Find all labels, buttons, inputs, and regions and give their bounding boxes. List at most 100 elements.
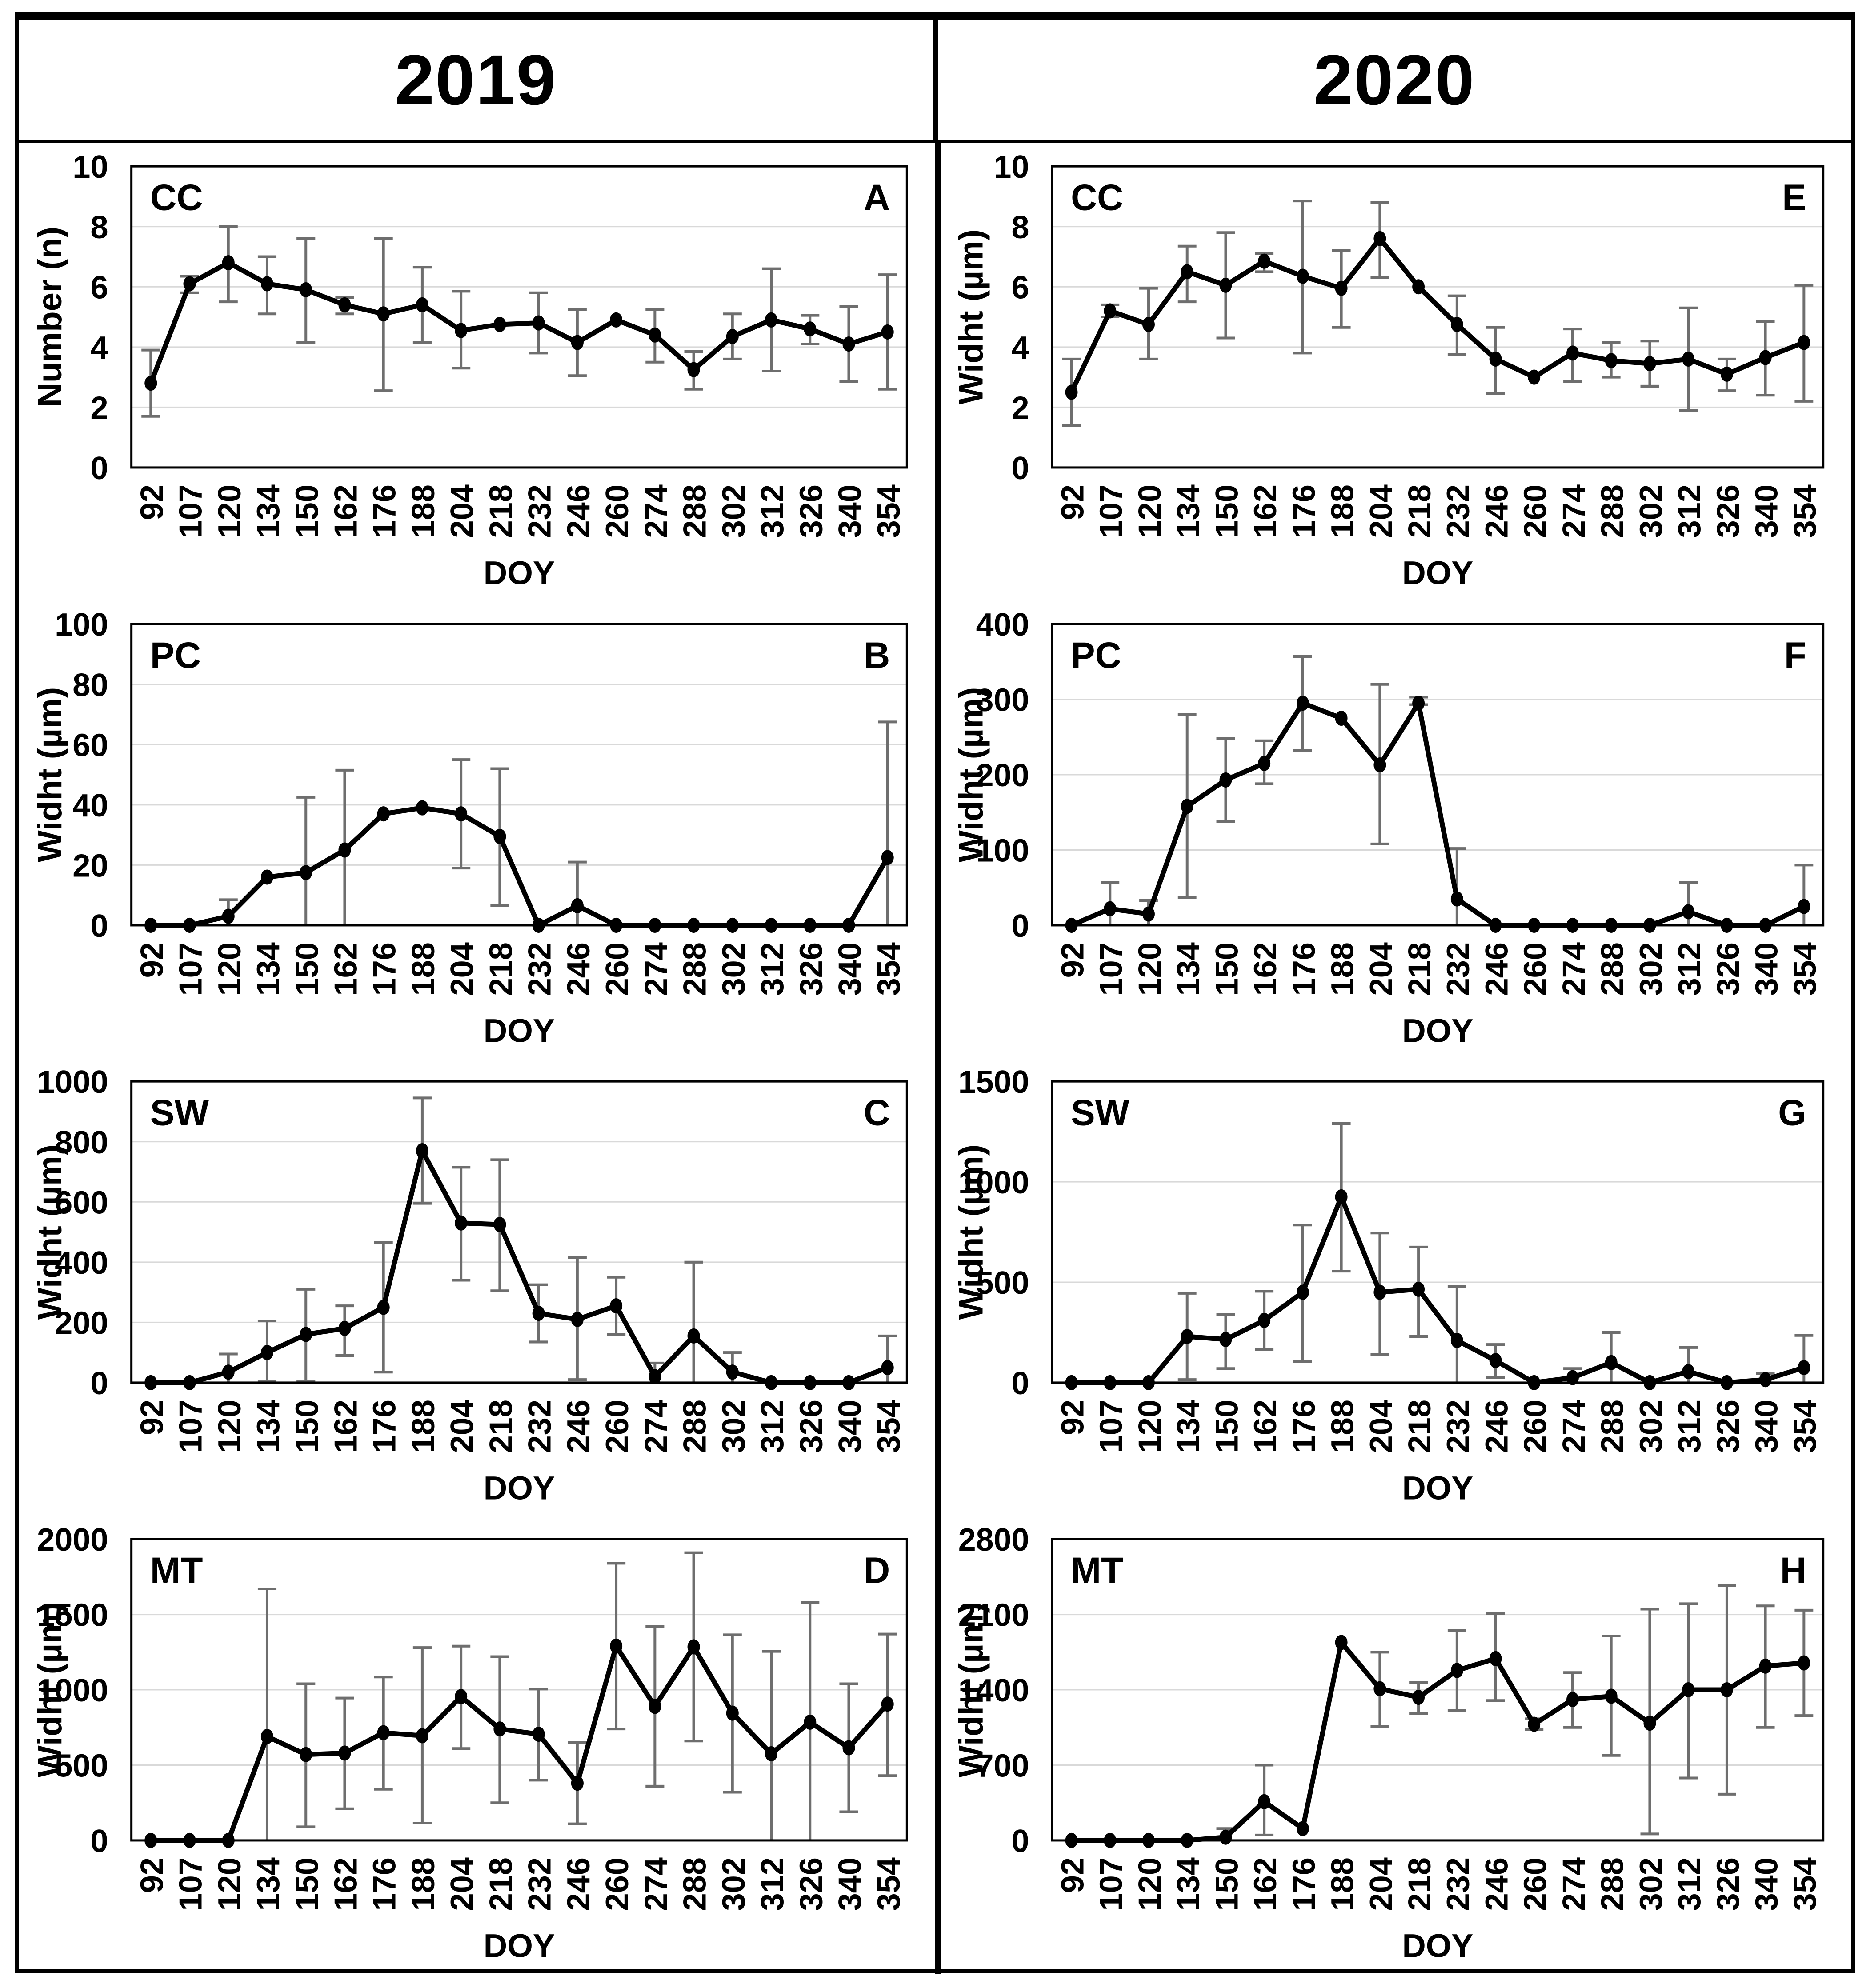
markers xyxy=(1065,231,1810,400)
x-tick-label: 288 xyxy=(1594,1857,1630,1911)
x-tick-label: 326 xyxy=(1710,1857,1746,1911)
y-tick-label: 2 xyxy=(1011,390,1029,426)
group-label: CC xyxy=(1071,177,1123,218)
x-tick-label: 232 xyxy=(522,1400,558,1453)
x-tick-label: 288 xyxy=(677,484,713,538)
x-tick-label: 246 xyxy=(561,484,597,538)
x-tick-label: 134 xyxy=(251,942,286,996)
data-line xyxy=(1069,1194,1806,1385)
y-tick-label: 0 xyxy=(90,908,108,944)
chart-panel-G: 0 500 1000 1500 Widht (µm) 92 107 120 134 150 162 1… xyxy=(935,1058,1851,1516)
x-tick-label: 340 xyxy=(1749,942,1784,996)
x-tick-labels: 92 107 120 134 150 162 176 188 204 218 232 246 260 27… xyxy=(1055,484,1823,538)
x-tick-label: 204 xyxy=(444,1857,480,1911)
header-row: 2019 2020 xyxy=(19,20,1851,143)
x-tick-label: 312 xyxy=(1672,484,1707,538)
chart-panel-A: 0 2 4 6 8 10 Number (n) 92 107 120 134 150 162 176 188… xyxy=(19,143,935,601)
x-tick-label: 274 xyxy=(638,484,674,538)
x-tick-label: 92 xyxy=(1055,942,1090,978)
x-tick-label: 188 xyxy=(1325,1857,1360,1911)
x-tick-label: 288 xyxy=(1594,942,1630,996)
x-tick-label: 354 xyxy=(871,1857,907,1911)
x-tick-label: 120 xyxy=(1132,484,1168,538)
gridlines xyxy=(1052,698,1823,851)
x-tick-label: 107 xyxy=(173,1400,209,1453)
x-tick-label: 162 xyxy=(1248,942,1283,996)
x-tick-label: 176 xyxy=(1286,1857,1322,1911)
x-tick-label: 218 xyxy=(483,942,519,996)
group-label: PC xyxy=(150,635,201,676)
x-tick-label: 260 xyxy=(600,942,635,996)
y-axis-title: Widht (µm) xyxy=(952,1144,990,1320)
x-tick-label: 302 xyxy=(716,484,752,538)
x-tick-label: 260 xyxy=(1518,1857,1553,1911)
chart-panel-F: 0 100 200 300 400 Widht (µm) 92 107 120 134 150 162… xyxy=(935,600,1851,1059)
x-tick-label: 120 xyxy=(1132,1400,1168,1453)
y-tick-label: 2 xyxy=(90,390,108,426)
x-tick-label: 260 xyxy=(600,1857,635,1911)
panel-letter: G xyxy=(1778,1093,1806,1133)
y-axis-title: Number (n) xyxy=(31,227,69,407)
x-tick-label: 120 xyxy=(212,1857,248,1911)
x-tick-label: 176 xyxy=(1286,942,1322,996)
x-tick-label: 260 xyxy=(1518,1400,1553,1453)
markers xyxy=(1065,695,1810,933)
x-tick-label: 326 xyxy=(793,1400,829,1453)
x-tick-label: 232 xyxy=(1440,1857,1476,1911)
x-tick-label: 150 xyxy=(289,1857,325,1911)
x-tick-label: 326 xyxy=(1710,942,1746,996)
y-tick-label: 1500 xyxy=(958,1064,1029,1100)
y-tick-labels: 0 200 400 600 800 1000 xyxy=(37,1065,108,1402)
x-tick-label: 218 xyxy=(483,484,519,538)
gridlines xyxy=(1052,1181,1823,1283)
y-tick-label: 200 xyxy=(55,1306,108,1341)
x-tick-label: 232 xyxy=(1440,1400,1476,1453)
x-tick-label: 107 xyxy=(173,484,209,538)
charts-grid: 0 2 4 6 8 10 Number (n) 92 107 120 134 150 162 176 188… xyxy=(19,143,1851,1974)
x-tick-label: 246 xyxy=(1479,942,1514,996)
x-tick-label: 188 xyxy=(406,1400,441,1453)
x-tick-label: 288 xyxy=(677,1400,713,1453)
x-tick-label: 232 xyxy=(522,484,558,538)
x-tick-label: 188 xyxy=(406,484,441,538)
x-axis-title: DOY xyxy=(484,555,555,592)
x-tick-label: 176 xyxy=(367,942,403,996)
x-tick-label: 188 xyxy=(1325,484,1360,538)
panel-letter: D xyxy=(864,1551,890,1591)
x-tick-label: 260 xyxy=(1518,484,1553,538)
x-tick-label: 107 xyxy=(1093,1400,1129,1453)
x-tick-label: 107 xyxy=(1093,484,1129,538)
x-tick-label: 354 xyxy=(871,942,907,996)
x-tick-label: 302 xyxy=(1633,942,1669,996)
x-tick-label: 218 xyxy=(1402,484,1438,538)
x-tick-label: 134 xyxy=(251,484,286,538)
x-tick-label: 162 xyxy=(328,1857,364,1911)
gridlines xyxy=(131,226,907,408)
x-tick-label: 134 xyxy=(251,1857,286,1911)
x-tick-label: 150 xyxy=(289,484,325,538)
x-axis-title: DOY xyxy=(484,1928,555,1964)
plot-frame xyxy=(1051,1538,1824,1842)
y-axis-title: Widht (µm) xyxy=(31,1602,69,1777)
x-tick-label: 354 xyxy=(1787,484,1823,538)
chart-panel-D: 0 500 1000 1500 2000 Widht (µm) 92 107 120 134 150… xyxy=(19,1516,935,1974)
x-tick-label: 274 xyxy=(638,942,674,996)
x-tick-label: 340 xyxy=(833,1857,868,1911)
x-tick-label: 302 xyxy=(1633,1857,1669,1911)
y-tick-labels: 0 2 4 6 8 10 xyxy=(993,149,1029,486)
chart-panel-E: 0 2 4 6 8 10 Widht (µm) 92 107 120 134 150 162 176 188… xyxy=(935,143,1851,601)
group-label: SW xyxy=(1071,1093,1129,1133)
x-tick-label: 326 xyxy=(793,484,829,538)
x-tick-label: 326 xyxy=(793,1857,829,1911)
x-tick-label: 150 xyxy=(1209,1857,1245,1911)
y-tick-label: 2800 xyxy=(958,1522,1029,1558)
y-tick-label: 10 xyxy=(72,149,108,185)
x-tick-label: 312 xyxy=(1672,1857,1707,1911)
x-tick-label: 204 xyxy=(1363,1400,1399,1453)
x-tick-label: 176 xyxy=(367,484,403,538)
x-tick-label: 232 xyxy=(522,942,558,996)
group-label: MT xyxy=(150,1551,203,1591)
gridlines xyxy=(1052,226,1823,408)
x-tick-label: 232 xyxy=(1440,942,1476,996)
